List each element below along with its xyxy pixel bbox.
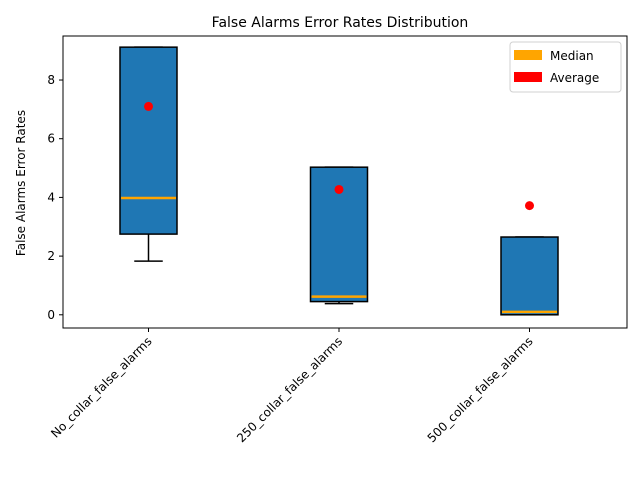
x-tick-label: No_collar_false_alarms <box>48 334 154 440</box>
box-group-1 <box>119 46 178 262</box>
legend: Median Average <box>509 41 622 93</box>
plot-area: 0 2 4 6 8 No_collar_false_alarms 250_collar_fa… <box>47 35 628 445</box>
y-tick-label: 6 <box>47 132 55 146</box>
legend-label-average: Average <box>550 71 599 85</box>
x-tick-label: 500_collar_false_alarms <box>425 334 536 445</box>
y-tick-label: 0 <box>47 308 55 322</box>
box-group-2 <box>309 166 369 305</box>
y-tick-label: 4 <box>47 190 55 204</box>
iqr-box <box>119 46 178 235</box>
legend-swatch-average <box>514 72 542 82</box>
iqr-box <box>500 236 559 316</box>
mean-marker <box>144 101 153 111</box>
legend-swatch-median <box>514 50 542 60</box>
axes-frame <box>62 35 628 329</box>
mean-marker <box>525 201 534 211</box>
x-tick-label: 250_collar_false_alarms <box>234 334 345 445</box>
y-tick-label: 2 <box>47 249 55 263</box>
mean-marker <box>334 184 344 194</box>
legend-label-median: Median <box>550 49 594 63</box>
chart-title: False Alarms Error Rates Distribution <box>212 15 469 31</box>
y-tick-label: 8 <box>47 73 55 87</box>
box-group-3 <box>500 201 559 316</box>
y-axis-label: False Alarms Error Rates <box>14 110 28 256</box>
